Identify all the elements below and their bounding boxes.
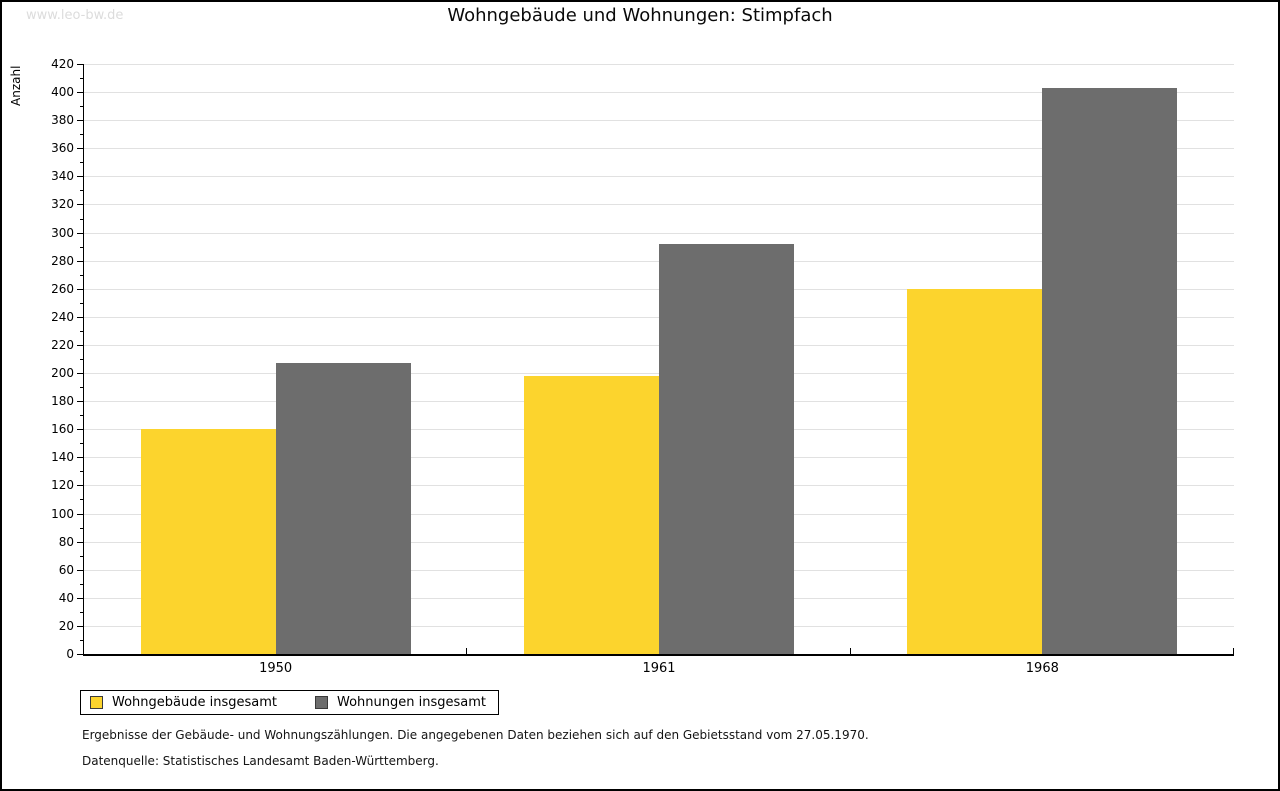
y-axis-tick-label: 360 <box>51 141 74 156</box>
y-axis-tick-label: 340 <box>51 169 74 184</box>
bar-wohngebaeude-1950 <box>140 429 276 654</box>
y-axis-minor-tick <box>80 218 84 220</box>
y-axis-tick <box>77 373 84 375</box>
y-axis-tick-label: 280 <box>51 253 74 268</box>
y-axis-tick <box>77 401 84 403</box>
y-axis-tick <box>77 316 84 318</box>
legend-item-wohngebaeude: Wohngebäude insgesamt <box>90 695 277 710</box>
y-axis-minor-tick <box>80 134 84 136</box>
y-axis-minor-tick <box>80 190 84 192</box>
y-axis-minor-tick <box>80 162 84 164</box>
y-axis-tick <box>77 92 84 94</box>
y-axis-minor-tick <box>80 246 84 248</box>
y-axis-tick <box>77 569 84 571</box>
y-axis-tick-label: 380 <box>51 113 74 128</box>
y-axis-tick <box>77 232 84 234</box>
legend-label-wohnungen: Wohnungen insgesamt <box>337 695 486 710</box>
gridline <box>84 148 1234 150</box>
y-axis-tick-label: 240 <box>51 309 74 324</box>
y-axis-tick-label: 20 <box>58 618 74 633</box>
bar-wohnungen-1961 <box>659 243 794 654</box>
y-axis-tick-label: 140 <box>51 450 74 465</box>
legend-swatch-gray <box>315 696 328 709</box>
legend: Wohngebäude insgesamt Wohnungen insgesam… <box>80 690 499 715</box>
y-axis-tick-label: 180 <box>51 394 74 409</box>
y-axis-tick-label: 200 <box>51 366 74 381</box>
y-axis-tick <box>77 204 84 206</box>
legend-item-wohnungen: Wohnungen insgesamt <box>315 695 486 710</box>
bar-wohngebaeude-1961 <box>524 375 659 654</box>
y-axis-minor-tick <box>80 639 84 641</box>
y-axis-tick <box>77 625 84 627</box>
y-axis-tick-label: 160 <box>51 422 74 437</box>
y-axis-minor-tick <box>80 387 84 389</box>
y-axis-minor-tick <box>80 555 84 557</box>
gridline <box>84 176 1234 178</box>
watermark: www.leo-bw.de <box>26 8 124 23</box>
gridline <box>84 120 1234 122</box>
y-axis-minor-tick <box>80 302 84 304</box>
y-axis-minor-tick <box>80 106 84 108</box>
y-axis-tick <box>77 457 84 459</box>
y-axis-minor-tick <box>80 471 84 473</box>
bar-wohnungen-1968 <box>1042 87 1178 654</box>
y-axis-tick <box>77 148 84 150</box>
y-axis-tick <box>77 176 84 178</box>
x-axis-category-label: 1950 <box>259 661 293 676</box>
y-axis-minor-tick <box>80 274 84 276</box>
y-axis-tick-label: 300 <box>51 225 74 240</box>
x-axis-category-label: 1961 <box>642 661 676 676</box>
y-axis-minor-tick <box>80 499 84 501</box>
y-axis-tick <box>77 260 84 262</box>
y-axis-minor-tick <box>80 330 84 332</box>
chart-title: Wohngebäude und Wohnungen: Stimpfach <box>447 5 833 26</box>
bar-wohnungen-1950 <box>275 363 411 654</box>
y-axis-tick-label: 0 <box>66 647 74 661</box>
y-axis-tick-label: 320 <box>51 197 74 212</box>
y-axis-minor-tick <box>80 415 84 417</box>
y-axis-minor-tick <box>80 78 84 80</box>
gridline <box>84 92 1234 94</box>
y-axis-tick <box>77 597 84 599</box>
legend-label-wohngebaeude: Wohngebäude insgesamt <box>112 695 277 710</box>
y-axis-tick-label: 80 <box>58 534 74 549</box>
y-axis-tick-label: 40 <box>58 590 74 605</box>
y-axis-tick-label: 260 <box>51 281 74 296</box>
y-axis-minor-tick <box>80 611 84 613</box>
y-axis-tick <box>77 513 84 515</box>
y-axis-title: Anzahl <box>9 65 23 106</box>
y-axis-tick-label: 60 <box>58 562 74 577</box>
y-axis-minor-tick <box>80 359 84 360</box>
y-axis-minor-tick <box>80 527 84 529</box>
y-axis-tick <box>77 64 84 65</box>
bar-wohngebaeude-1968 <box>907 288 1043 654</box>
y-axis-tick-label: 420 <box>51 57 74 71</box>
y-axis-tick-label: 400 <box>51 85 74 100</box>
y-axis-tick <box>77 654 84 655</box>
y-axis-tick <box>77 344 84 346</box>
y-axis-tick-label: 220 <box>51 337 74 352</box>
y-axis-tick <box>77 485 84 487</box>
y-axis-tick <box>77 429 84 431</box>
y-axis-tick <box>77 120 84 122</box>
legend-swatch-yellow <box>90 696 103 709</box>
gridline <box>84 204 1234 206</box>
x-axis-tick <box>849 648 851 654</box>
y-axis-minor-tick <box>80 443 84 445</box>
y-axis-tick <box>77 288 84 290</box>
x-axis-category-label: 1968 <box>1025 661 1059 676</box>
y-axis-tick-label: 100 <box>51 506 74 521</box>
y-axis-minor-tick <box>80 583 84 585</box>
y-axis-tick-label: 120 <box>51 478 74 493</box>
gridline <box>84 232 1234 234</box>
y-axis-tick <box>77 541 84 543</box>
footnote-gebietsstand: Ergebnisse der Gebäude- und Wohnungszähl… <box>82 728 869 742</box>
x-axis-tick <box>466 648 468 654</box>
gridline <box>84 64 1234 65</box>
footnote-datenquelle: Datenquelle: Statistisches Landesamt Bad… <box>82 754 439 768</box>
x-axis-tick <box>1233 648 1234 654</box>
plot-area: 0 20 40 60 80 100 120 140 160 180 200 220 240 260 280 3… <box>51 57 1234 676</box>
